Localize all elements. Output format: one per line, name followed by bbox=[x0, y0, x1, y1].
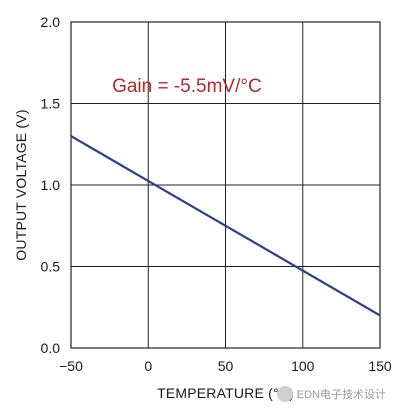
y-tick-labels: 0.0 0.5 1.0 1.5 2.0 bbox=[41, 14, 61, 356]
plot-frame bbox=[70, 21, 381, 349]
y-tick-label: 2.0 bbox=[41, 14, 61, 30]
annotations: Gain = -5.5mV/°C bbox=[112, 76, 262, 97]
gain-annotation: Gain = -5.5mV/°C bbox=[112, 76, 262, 97]
y-tick-label: 1.5 bbox=[41, 96, 61, 112]
series-line bbox=[70, 135, 381, 317]
x-tick-label: 150 bbox=[368, 358, 392, 374]
y-tick-label: 1.0 bbox=[41, 177, 61, 193]
y-axis-label: OUTPUT VOLTAGE (V) bbox=[13, 109, 29, 260]
x-axis-label: TEMPERATURE (°C) bbox=[157, 385, 294, 401]
x-tick-label: 50 bbox=[218, 358, 234, 374]
x-tick-labels: −50 0 50 100 150 bbox=[59, 358, 392, 374]
watermark: EDN电子技术设计 bbox=[276, 386, 386, 402]
series-layer bbox=[70, 135, 381, 317]
y-tick-label: 0.0 bbox=[41, 340, 61, 356]
x-tick-label: 0 bbox=[144, 358, 152, 374]
wechat-logo-icon bbox=[276, 386, 293, 402]
watermark-text: EDN电子技术设计 bbox=[296, 389, 386, 401]
y-tick-label: 0.5 bbox=[41, 259, 61, 275]
x-tick-label: 100 bbox=[291, 358, 315, 374]
x-tick-label: −50 bbox=[59, 358, 83, 374]
grid bbox=[71, 22, 380, 348]
